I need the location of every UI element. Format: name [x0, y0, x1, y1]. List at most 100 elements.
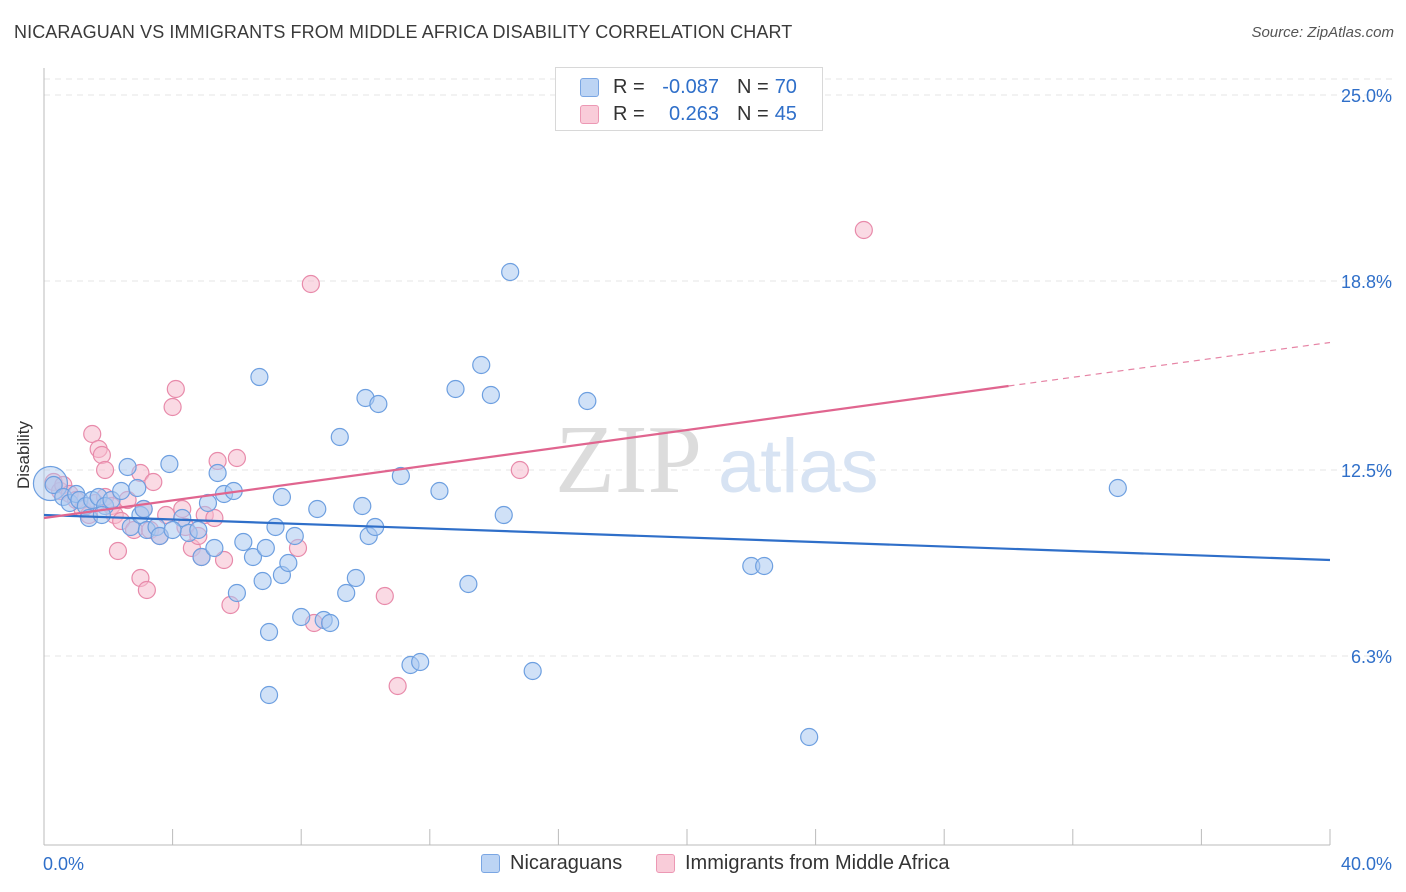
- legend-n-value: 45: [774, 102, 797, 125]
- source-credit: Source: ZipAtlas.com: [1251, 24, 1394, 41]
- watermark: ZIP atlas: [555, 406, 879, 514]
- point-nicaraguans: [44, 475, 63, 495]
- y-axis-label: Disability: [14, 420, 33, 490]
- point-middle-africa: [205, 508, 224, 528]
- point-nicaraguans: [346, 568, 365, 588]
- trend-lines: [43, 341, 1331, 562]
- point-nicaraguans: [337, 583, 356, 603]
- legend-item-nicaraguans: Nicaraguans: [481, 852, 622, 875]
- legend-n-value: 70: [774, 75, 797, 98]
- point-middle-africa: [854, 220, 873, 240]
- point-middle-africa: [510, 460, 529, 480]
- x-tick-labels: 0.0% 40.0%: [43, 854, 1392, 874]
- point-nicaraguans: [266, 517, 285, 537]
- legend-item-middle-africa: Immigrants from Middle Africa: [656, 852, 950, 875]
- point-nicaraguans: [308, 499, 327, 519]
- point-nicaraguans: [227, 583, 246, 603]
- point-nicaraguans: [430, 481, 449, 501]
- point-middle-africa: [137, 580, 156, 600]
- y-tick-label: 18.8%: [1341, 272, 1392, 292]
- point-nicaraguans: [321, 613, 340, 633]
- point-middle-africa: [375, 586, 394, 606]
- legend-row-nicaraguans: R = -0.087 N = 70: [580, 76, 797, 98]
- legend-n-label: N =: [737, 102, 769, 125]
- point-nicaraguans: [118, 457, 137, 477]
- point-nicaraguans: [160, 454, 179, 474]
- point-nicaraguans: [163, 520, 182, 540]
- point-nicaraguans: [391, 466, 410, 486]
- point-middle-africa: [301, 274, 320, 294]
- trend-line-middle-africa: [43, 384, 1009, 520]
- legend-label-nicaraguans: Nicaraguans: [510, 852, 623, 874]
- y-tick-label: 25.0%: [1341, 86, 1392, 106]
- chart-title: NICARAGUAN VS IMMIGRANTS FROM MIDDLE AFR…: [14, 22, 793, 42]
- point-nicaraguans: [285, 526, 304, 546]
- point-nicaraguans: [208, 463, 227, 483]
- point-nicaraguans: [259, 685, 279, 705]
- point-nicaraguans: [369, 394, 388, 414]
- point-nicaraguans: [189, 520, 208, 540]
- point-nicaraguans: [205, 538, 224, 558]
- series-legend: Nicaraguans Immigrants from Middle Afric…: [0, 852, 1406, 878]
- point-nicaraguans: [446, 379, 465, 399]
- x-tick-label-max: 40.0%: [1341, 854, 1392, 874]
- legend-swatch-pink: [580, 104, 599, 124]
- point-nicaraguans: [523, 661, 542, 681]
- series-nicaraguans-points: [32, 262, 1127, 747]
- x-tick-label-min: 0.0%: [43, 854, 84, 874]
- point-nicaraguans: [256, 538, 275, 558]
- legend-label-middle-africa: Immigrants from Middle Africa: [685, 852, 950, 874]
- point-middle-africa: [144, 472, 163, 492]
- watermark-atlas: atlas: [718, 424, 879, 509]
- x-axis-ticks: [43, 829, 1331, 845]
- trend-line-nicaraguans: [43, 513, 1331, 562]
- point-middle-africa: [214, 550, 234, 570]
- point-middle-africa: [163, 397, 182, 417]
- legend-r-value: 0.263: [668, 102, 719, 125]
- point-nicaraguans: [481, 385, 500, 405]
- legend-r-value: -0.087: [662, 75, 719, 98]
- point-nicaraguans: [1108, 478, 1127, 498]
- point-nicaraguans: [578, 391, 597, 411]
- y-tick-label: 12.5%: [1341, 461, 1392, 481]
- watermark-zip: ZIP: [555, 406, 702, 514]
- point-nicaraguans: [128, 478, 147, 498]
- point-nicaraguans: [459, 574, 478, 594]
- legend-r-label: R =: [613, 102, 645, 125]
- point-middle-africa: [83, 424, 102, 444]
- point-nicaraguans: [501, 262, 520, 282]
- legend-row-middle-africa: R = 0.263 N = 45: [580, 103, 797, 125]
- legend-r-label: R =: [613, 75, 645, 98]
- y-tick-labels: 6.3% 12.5% 18.8% 25.0%: [1341, 86, 1392, 667]
- point-middle-africa: [388, 676, 407, 696]
- point-nicaraguans: [112, 481, 131, 501]
- point-nicaraguans: [411, 652, 430, 672]
- point-nicaraguans: [330, 427, 349, 447]
- point-middle-africa: [95, 460, 115, 480]
- point-middle-africa: [92, 445, 111, 465]
- point-middle-africa: [166, 379, 185, 399]
- point-nicaraguans: [250, 367, 269, 387]
- legend-swatch-blue: [580, 77, 599, 97]
- point-middle-africa: [227, 448, 246, 468]
- point-middle-africa: [108, 541, 128, 561]
- point-nicaraguans: [234, 532, 253, 552]
- trend-line-middle-africa-extension: [1008, 341, 1331, 387]
- point-nicaraguans: [253, 571, 272, 591]
- point-nicaraguans: [279, 553, 298, 573]
- legend-swatch-blue: [481, 854, 500, 873]
- point-nicaraguans: [292, 607, 311, 627]
- point-nicaraguans: [272, 487, 292, 507]
- point-nicaraguans: [800, 727, 819, 747]
- point-nicaraguans: [173, 508, 192, 528]
- point-nicaraguans: [192, 547, 211, 567]
- gridlines: [44, 78, 1394, 657]
- point-nicaraguans: [494, 505, 513, 525]
- point-nicaraguans: [243, 547, 263, 567]
- y-tick-label: 6.3%: [1351, 647, 1392, 667]
- point-nicaraguans: [472, 355, 491, 375]
- legend-swatch-pink: [656, 854, 675, 873]
- point-nicaraguans: [755, 556, 774, 576]
- correlation-legend: R = -0.087 N = 70 R = 0.263 N = 45: [555, 67, 823, 131]
